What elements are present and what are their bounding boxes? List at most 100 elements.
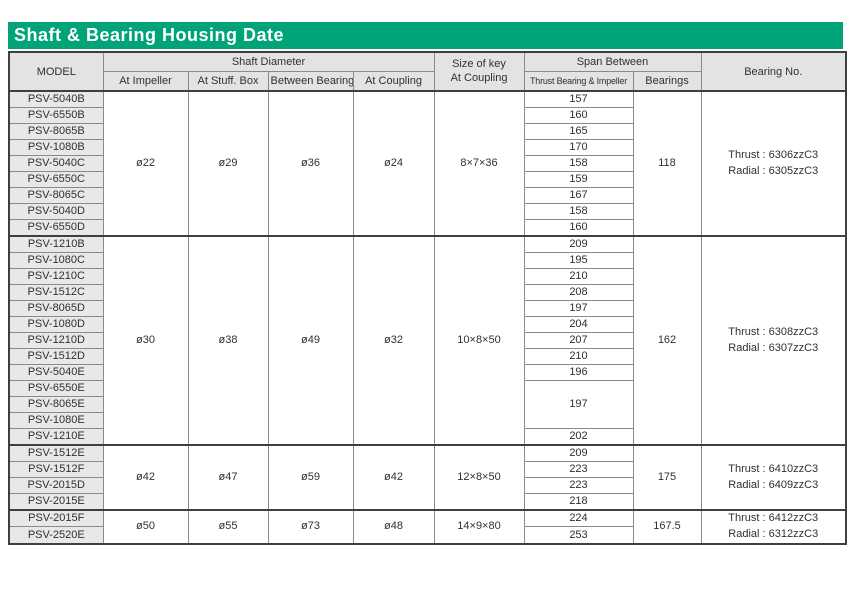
bearings-cell: 162 [632,235,702,446]
table-row: PSV-6550B 160 [8,107,846,124]
span-thrust-impeller-cell: 223 [523,477,634,494]
model-cell: PSV-1080C [8,252,104,269]
table-row: PSV-1080C 195 [8,252,846,269]
bearing-no-block: Thrust : 6306zzC3 Radial : 6305zzC3 [728,148,818,180]
header-row-top: MODEL Shaft Diameter Size of key At Coup… [8,51,847,92]
page-title: Shaft & Bearing Housing Date [14,25,285,45]
bearing-thrust-line: Thrust : 6308zzC3 [728,325,819,338]
model-cell: PSV-5040D [8,203,104,220]
header-bearing-no: Bearing No. [700,51,847,92]
table-row: PSV-2015F ø50 ø55 ø73 ø48 14×9×80 224 167.5 Thru… [8,509,847,545]
span-thrust-impeller-cell: 165 [523,123,634,140]
model-cell: PSV-1512C [8,284,104,301]
span-thrust-impeller-cell: 196 [523,364,634,381]
table-row: PSV-8065D 197 [8,300,846,317]
table-body: PSV-5040B ø22 ø29 ø36 ø24 8×7×36 157 118 Thrust … [8,90,847,545]
span-thrust-impeller-cell: 159 [523,171,634,188]
table-row: PSV-2015E 218 [8,493,846,511]
span-thrust-impeller-cell: 210 [523,348,634,365]
between-bearing-cell: ø49 [267,235,354,446]
header-at-impeller: At Impeller [102,71,189,92]
header-size-of-key-line1: Size of key [452,57,506,70]
span-thrust-impeller-cell: 197 [523,380,634,429]
table-row: PSV-1080E [8,412,846,429]
span-thrust-impeller-cell: 209 [523,444,634,462]
span-thrust-impeller-cell: 218 [523,493,634,511]
at-impeller-cell: ø42 [102,444,189,511]
header-size-of-key-line2: At Coupling [450,71,508,84]
span-thrust-impeller-cell: 207 [523,332,634,349]
model-cell: PSV-6550B [8,107,104,124]
span-thrust-impeller-cell: 223 [523,461,634,478]
table-row: PSV-1512D 210 [8,348,846,365]
bearings-cell: 175 [632,444,702,511]
span-thrust-impeller-cell: 195 [523,252,634,269]
bearing-radial-line: Radial : 6312zzC3 [728,527,819,540]
model-cell: PSV-2015D [8,477,104,494]
model-cell: PSV-1080D [8,316,104,333]
model-cell: PSV-8065C [8,187,104,204]
at-coupling-cell: ø32 [352,235,435,446]
table-header: MODEL Shaft Diameter Size of key At Coup… [8,51,847,92]
key-size-cell: 8×7×36 [433,90,525,237]
at-impeller-cell: ø30 [102,235,189,446]
model-cell: PSV-2520E [8,526,104,545]
between-bearing-cell: ø36 [267,90,354,237]
model-cell: PSV-5040C [8,155,104,172]
bearing-no-cell: Thrust : 6308zzC3 Radial : 6307zzC3 [700,235,847,446]
bearing-radial-line: Radial : 6305zzC3 [728,164,819,177]
model-cell: PSV-1512D [8,348,104,365]
bearing-thrust-line: Thrust : 6412zzC3 [728,512,819,524]
model-cell: PSV-5040B [8,90,104,108]
span-thrust-impeller-cell: 253 [523,526,634,545]
at-coupling-cell: ø48 [352,509,435,545]
header-between-bearing: Between Bearing [267,71,354,92]
model-cell: PSV-6550D [8,219,104,237]
model-cell: PSV-6550C [8,171,104,188]
bearing-no-cell: Thrust : 6306zzC3 Radial : 6305zzC3 [700,90,847,237]
table-row: PSV-5040D 158 [8,203,846,220]
table-row: PSV-1512E ø42 ø47 ø59 ø42 12×8×50 209 175 Thrust… [8,444,847,511]
table-row: PSV-1512C 208 [8,284,846,301]
header-size-of-key: Size of key At Coupling [433,51,525,92]
span-thrust-impeller-cell: 167 [523,187,634,204]
header-model: MODEL [8,51,104,92]
bearing-no-block: Thrust : 6308zzC3 Radial : 6307zzC3 [728,325,818,357]
model-cell: PSV-1080B [8,139,104,156]
header-bearings: Bearings [632,71,702,92]
span-thrust-impeller-cell: 160 [523,107,634,124]
span-thrust-impeller-cell: 157 [523,90,634,108]
model-cell: PSV-2015F [8,509,104,528]
at-stuff-box-cell: ø47 [187,444,269,511]
model-cell: PSV-6550E [8,380,104,397]
header-at-stuff-box: At Stuff. Box [187,71,269,92]
model-cell: PSV-8065E [8,396,104,413]
span-thrust-impeller-cell: 158 [523,155,634,172]
spec-table: MODEL Shaft Diameter Size of key At Coup… [8,51,847,545]
bearing-thrust-line: Thrust : 6410zzC3 [728,462,819,475]
span-thrust-impeller-cell: 208 [523,284,634,301]
bearings-cell: 118 [632,90,702,237]
title-bar: Shaft & Bearing Housing Date [8,22,843,49]
model-cell: PSV-1512F [8,461,104,478]
header-at-coupling: At Coupling [352,71,435,92]
at-stuff-box-cell: ø38 [187,235,269,446]
table-row: PSV-1210D 207 [8,332,846,349]
model-cell: PSV-1210B [8,235,104,253]
table-row: PSV-6550E 197 [8,380,846,429]
header-row-sub: At Impeller At Stuff. Box Between Bearin… [9,71,846,92]
at-coupling-cell: ø42 [352,444,435,511]
span-thrust-impeller-cell: 204 [523,316,634,333]
model-cell: PSV-1512E [8,444,104,462]
model-cell: PSV-8065B [8,123,104,140]
bearing-thrust-line: Thrust : 6306zzC3 [728,148,819,161]
key-size-cell: 14×9×80 [433,509,525,545]
bearing-no-cell: Thrust : 6412zzC3 Radial : 6312zzC3 [700,509,847,545]
table-row: PSV-5040B ø22 ø29 ø36 ø24 8×7×36 157 118 Thrust … [8,90,847,237]
table-row: PSV-8065B 165 [8,123,846,140]
bearing-no-block: Thrust : 6412zzC3 Radial : 6312zzC3 [728,512,819,543]
model-cell: PSV-1210E [8,428,104,446]
at-stuff-box-cell: ø29 [187,90,269,237]
table-row: PSV-6550D 160 [8,219,846,237]
